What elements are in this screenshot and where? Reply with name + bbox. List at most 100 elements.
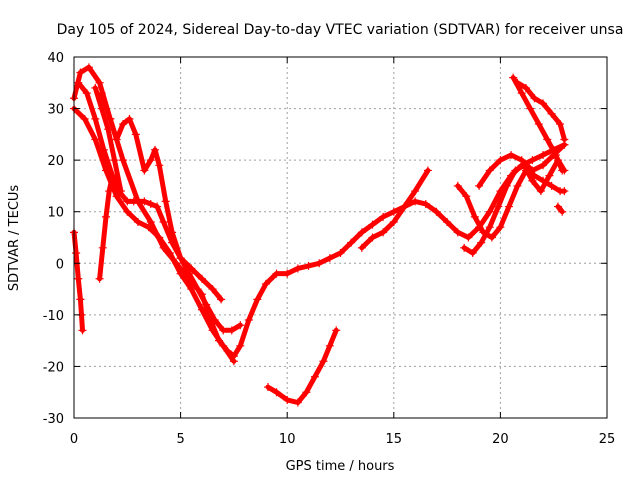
data-point (91, 114, 100, 123)
data-point (547, 181, 556, 190)
data-point (153, 202, 162, 211)
data-point (253, 295, 262, 304)
y-tick-label: -30 (43, 412, 64, 427)
chart-title: Day 105 of 2024, Sidereal Day-to-day VTE… (57, 22, 624, 38)
data-point (146, 156, 155, 165)
data-point (97, 104, 106, 113)
data-point (133, 218, 142, 227)
data-point (368, 233, 377, 242)
data-point (72, 248, 81, 257)
data-point (155, 233, 164, 242)
data-point (504, 202, 513, 211)
data-point (487, 233, 496, 242)
data-point (494, 202, 503, 211)
y-tick-label: -20 (43, 360, 64, 375)
data-point (485, 223, 494, 232)
data-point (304, 261, 313, 270)
data-point (325, 254, 334, 263)
data-point (509, 73, 518, 82)
series-track-5 (91, 83, 125, 196)
data-point (236, 341, 245, 350)
data-point (528, 166, 537, 175)
grid-lines (74, 57, 607, 418)
data-point (283, 395, 292, 404)
data-point (76, 68, 85, 77)
data-point (517, 89, 526, 98)
data-point (496, 156, 505, 165)
data-point (468, 248, 477, 257)
data-point (302, 388, 311, 397)
data-point (197, 305, 206, 314)
x-tick-label: 10 (279, 432, 296, 447)
data-point (112, 192, 121, 201)
data-point (432, 207, 441, 216)
data-point (151, 145, 160, 154)
data-point (76, 295, 85, 304)
data-point (98, 243, 107, 252)
plot-frame (73, 56, 608, 419)
series-track-7 (95, 171, 117, 283)
data-point (558, 166, 567, 175)
data-point (411, 187, 420, 196)
y-tick-label: -10 (43, 309, 64, 324)
data-point (105, 187, 114, 196)
data-point (202, 300, 211, 309)
data-point (325, 341, 334, 350)
data-point (208, 285, 217, 294)
data-point (513, 181, 522, 190)
data-point (549, 150, 558, 159)
data-point (144, 223, 153, 232)
data-point (125, 114, 134, 123)
data-point (545, 171, 554, 180)
data-point (161, 197, 170, 206)
y-tick-label: 40 (47, 51, 64, 66)
data-point (453, 181, 462, 190)
data-point (176, 269, 185, 278)
y-tick-label: 0 (56, 257, 64, 272)
data-point (560, 140, 569, 149)
x-tick-label: 0 (70, 432, 78, 447)
data-point (187, 285, 196, 294)
data-point (244, 316, 253, 325)
data-point (539, 161, 548, 170)
series-line (555, 204, 565, 215)
data-point (556, 120, 565, 129)
series-line (455, 168, 567, 240)
data-point (91, 135, 100, 144)
data-point (336, 248, 345, 257)
series-track-4 (70, 104, 238, 366)
data-point (80, 114, 89, 123)
data-point (272, 269, 281, 278)
data-point (400, 202, 409, 211)
data-point (74, 274, 83, 283)
data-point (485, 166, 494, 175)
data-point (229, 357, 238, 366)
data-point (112, 135, 121, 144)
data-point (155, 161, 164, 170)
data-point (197, 274, 206, 283)
data-point (357, 228, 366, 237)
axis-ticks: 0 5 10 15 20 25 -30 -20 -10 0 10 20 30 40 (43, 51, 616, 447)
data-point (411, 197, 420, 206)
series-line (71, 106, 237, 364)
data-point (539, 150, 548, 159)
data-point (236, 321, 245, 330)
data-point (116, 187, 125, 196)
data-point (315, 259, 324, 268)
data-point (528, 176, 537, 185)
data-point (560, 187, 569, 196)
data-point (261, 279, 270, 288)
data-point (110, 156, 119, 165)
data-point (332, 326, 341, 335)
data-point (159, 218, 168, 227)
series-track-9 (357, 166, 432, 252)
data-point (108, 171, 117, 180)
data-point (528, 156, 537, 165)
data-point (272, 388, 281, 397)
y-axis-label: SDTVAR / TECUs (7, 185, 22, 292)
data-point (534, 120, 543, 129)
data-point (78, 326, 87, 335)
data-point (185, 269, 194, 278)
x-tick-label: 20 (492, 432, 509, 447)
